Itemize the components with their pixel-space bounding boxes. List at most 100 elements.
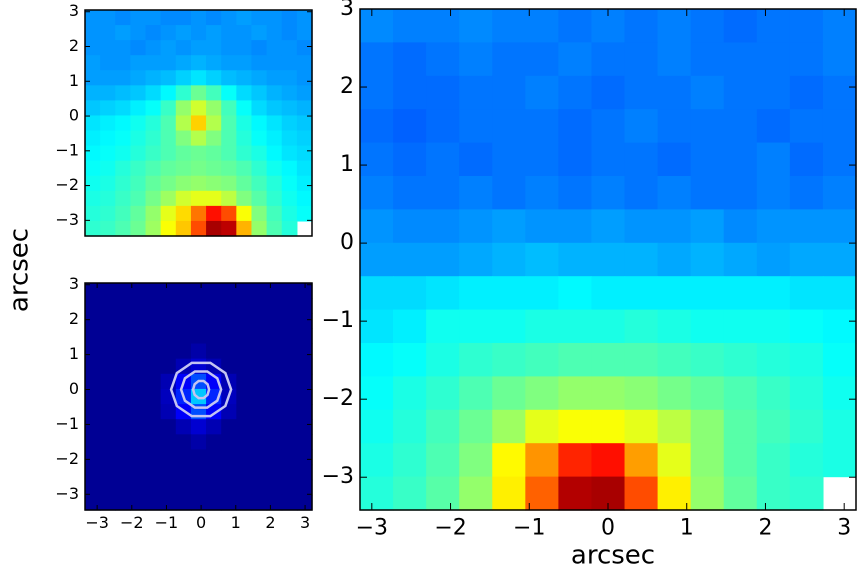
heatmap-cell bbox=[690, 9, 725, 43]
heatmap-cell bbox=[160, 190, 177, 207]
heatmap-cell bbox=[190, 160, 207, 177]
heatmap-cell bbox=[558, 75, 593, 110]
heatmap-cell bbox=[492, 176, 526, 210]
heatmap-cell bbox=[115, 283, 131, 299]
axes-frame bbox=[84, 282, 313, 511]
heatmap-cell bbox=[145, 298, 162, 314]
heatmap-cell bbox=[266, 388, 283, 405]
heatmap-cell bbox=[130, 283, 147, 299]
heatmap-cell bbox=[393, 309, 427, 344]
y-tick-label: 1 bbox=[340, 152, 354, 177]
heatmap-cell bbox=[492, 109, 526, 144]
heatmap-cell bbox=[492, 476, 526, 511]
heatmap-cell bbox=[251, 10, 268, 26]
heatmap-cell bbox=[130, 434, 147, 451]
heatmap-cell bbox=[130, 40, 147, 56]
heatmap-cell bbox=[281, 55, 298, 71]
heatmap-cell bbox=[624, 176, 659, 210]
heatmap-cell bbox=[175, 479, 192, 496]
heatmap-cell bbox=[100, 220, 116, 237]
heatmap-cell bbox=[85, 328, 101, 345]
heatmap-cell bbox=[206, 328, 222, 345]
heatmap-cell bbox=[591, 343, 626, 377]
heatmap-cell bbox=[236, 25, 253, 41]
heatmap-cell bbox=[206, 85, 222, 101]
heatmap-cell bbox=[236, 313, 253, 329]
heatmap-cell bbox=[85, 419, 101, 435]
heatmap-cell bbox=[130, 175, 147, 192]
heatmap-cell bbox=[657, 209, 692, 244]
heatmap-cell bbox=[221, 85, 237, 101]
heatmap-cell bbox=[281, 464, 298, 481]
heatmap-cell bbox=[624, 443, 659, 478]
heatmap-cell bbox=[130, 449, 147, 466]
heatmap-cell bbox=[115, 85, 131, 101]
heatmap-cell bbox=[236, 40, 253, 56]
heatmap-cell bbox=[393, 276, 427, 311]
heatmap-cell bbox=[160, 40, 177, 56]
heatmap-cell bbox=[190, 10, 207, 26]
heatmap-cell bbox=[266, 298, 283, 314]
heatmap-cell bbox=[85, 160, 101, 177]
heatmap-cell bbox=[190, 313, 207, 329]
heatmap-cell bbox=[266, 130, 283, 147]
heatmap-cell bbox=[100, 115, 116, 132]
heatmap-cell bbox=[145, 404, 162, 420]
heatmap-cell bbox=[190, 190, 207, 207]
heatmap-cell bbox=[236, 205, 253, 222]
heatmap-cell bbox=[624, 309, 659, 344]
heatmap-cell bbox=[624, 276, 659, 311]
heatmap-cell bbox=[281, 313, 298, 329]
heatmap-cell bbox=[206, 145, 222, 162]
heatmap-cell bbox=[525, 9, 559, 43]
heatmap-cell bbox=[426, 142, 460, 177]
heatmap-cell bbox=[360, 209, 394, 244]
heatmap-cell bbox=[296, 388, 313, 405]
heatmap-cell bbox=[221, 160, 237, 177]
heatmap-cell bbox=[789, 309, 824, 344]
heatmap-cell bbox=[206, 70, 222, 86]
heatmap-cell bbox=[251, 449, 268, 466]
heatmap-cell bbox=[591, 109, 626, 144]
heatmap-cell bbox=[115, 343, 131, 360]
heatmap-cell bbox=[130, 85, 147, 101]
heatmap-cell bbox=[115, 328, 131, 345]
heatmap-cell bbox=[130, 220, 147, 237]
heatmap-cell bbox=[85, 25, 101, 41]
heatmap-cell bbox=[130, 479, 147, 496]
heatmap-cell bbox=[175, 55, 192, 71]
heatmap-cell bbox=[251, 160, 268, 177]
x-axis-label: arcsec bbox=[571, 541, 655, 571]
heatmap-cell bbox=[130, 328, 147, 345]
heatmap-cell bbox=[360, 476, 394, 511]
heatmap-cell bbox=[296, 25, 313, 41]
heatmap-cell bbox=[492, 75, 526, 110]
heatmap-cell bbox=[100, 313, 116, 329]
heatmap-cell bbox=[789, 9, 824, 43]
heatmap-cell bbox=[175, 434, 192, 451]
y-tick-label: −3 bbox=[55, 484, 79, 503]
heatmap-cell bbox=[100, 10, 116, 26]
heatmap-cell bbox=[657, 343, 692, 377]
heatmap-cell bbox=[266, 283, 283, 299]
heatmap-cell bbox=[492, 42, 526, 77]
heatmap-cell bbox=[789, 75, 824, 110]
heatmap-cell bbox=[236, 283, 253, 299]
heatmap-cell bbox=[281, 434, 298, 451]
heatmap-cell bbox=[190, 298, 207, 314]
heatmap-cell bbox=[85, 479, 101, 496]
heatmap-cell bbox=[723, 276, 758, 311]
heatmap-cell bbox=[206, 419, 222, 435]
heatmap-cell bbox=[206, 343, 222, 360]
heatmap-cell bbox=[115, 494, 131, 511]
heatmap-cell bbox=[85, 40, 101, 56]
heatmap-cell bbox=[190, 70, 207, 86]
heatmap-cell bbox=[221, 449, 237, 466]
heatmap-cell bbox=[266, 40, 283, 56]
heatmap-cell bbox=[251, 343, 268, 360]
heatmap-cell bbox=[100, 298, 116, 314]
heatmap-cell bbox=[459, 276, 493, 311]
heatmap-cell bbox=[591, 309, 626, 344]
heatmap-cell bbox=[145, 160, 162, 177]
heatmap-cell bbox=[591, 409, 626, 444]
